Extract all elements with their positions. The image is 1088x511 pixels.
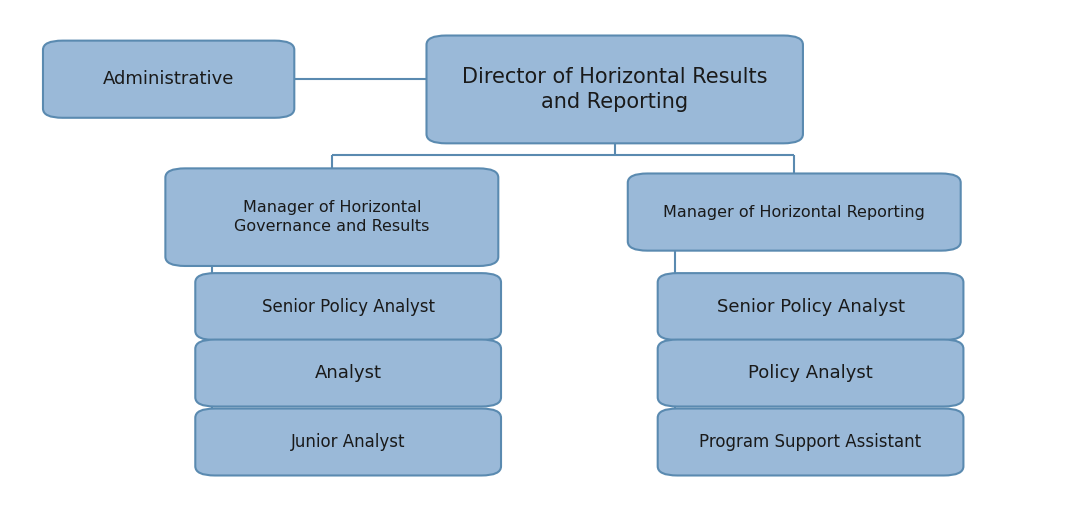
Text: Senior Policy Analyst: Senior Policy Analyst [717, 297, 904, 316]
FancyBboxPatch shape [196, 409, 500, 475]
Text: Junior Analyst: Junior Analyst [290, 433, 406, 451]
Text: Analyst: Analyst [314, 364, 382, 382]
Text: Administrative: Administrative [103, 70, 234, 88]
FancyBboxPatch shape [165, 169, 498, 266]
FancyBboxPatch shape [657, 273, 964, 340]
FancyBboxPatch shape [657, 339, 964, 406]
FancyBboxPatch shape [628, 174, 961, 250]
Text: Senior Policy Analyst: Senior Policy Analyst [261, 297, 435, 316]
FancyBboxPatch shape [196, 339, 500, 406]
Text: Policy Analyst: Policy Analyst [749, 364, 873, 382]
FancyBboxPatch shape [42, 41, 294, 118]
Text: Director of Horizontal Results
and Reporting: Director of Horizontal Results and Repor… [462, 66, 767, 112]
FancyBboxPatch shape [196, 273, 500, 340]
Text: Manager of Horizontal
Governance and Results: Manager of Horizontal Governance and Res… [234, 200, 430, 234]
Text: Manager of Horizontal Reporting: Manager of Horizontal Reporting [664, 204, 925, 220]
FancyBboxPatch shape [426, 36, 803, 144]
Text: Program Support Assistant: Program Support Assistant [700, 433, 922, 451]
FancyBboxPatch shape [657, 409, 964, 475]
